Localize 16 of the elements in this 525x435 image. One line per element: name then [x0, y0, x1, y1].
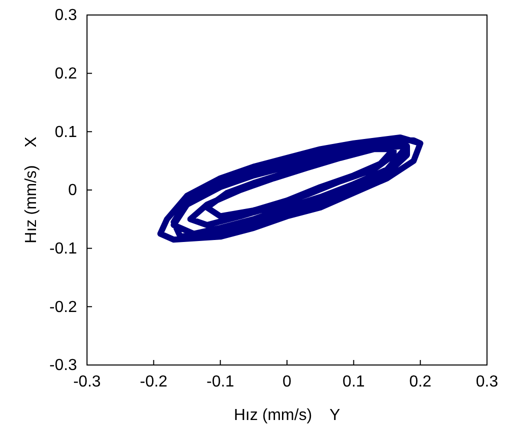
y-tick-label: 0.2 — [54, 65, 78, 82]
x-tick-label: 0 — [282, 373, 292, 390]
y-tick-label: -0.2 — [49, 298, 78, 316]
y-tick-label: 0 — [68, 182, 78, 200]
y-tick-label: -0.1 — [49, 240, 78, 258]
x-tick-label: 0.2 — [409, 373, 432, 390]
x-tick-label: -0.1 — [206, 373, 234, 390]
y-axis-title: Hız (mm/s) X — [23, 136, 40, 244]
x-tick-label: 0.1 — [342, 373, 365, 390]
x-tick-label: -0.3 — [73, 373, 101, 390]
x-tick-label: 0.3 — [476, 373, 498, 390]
y-tick-label: 0.3 — [54, 7, 78, 24]
x-tick-label: -0.2 — [140, 373, 168, 390]
y-tick-label: 0.1 — [54, 124, 78, 141]
y-tick-label: -0.3 — [49, 357, 78, 374]
x-axis-title: Hız (mm/s) Y — [234, 407, 341, 424]
